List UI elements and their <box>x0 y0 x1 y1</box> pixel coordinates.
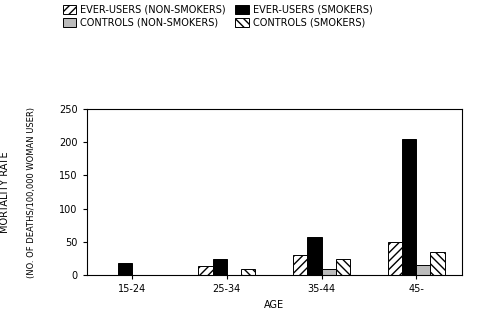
Bar <box>240 268 255 275</box>
Bar <box>335 259 349 275</box>
Bar <box>118 263 132 275</box>
Text: (NO. OF DEATHS/100,000 WOMAN USER): (NO. OF DEATHS/100,000 WOMAN USER) <box>27 107 36 277</box>
Bar <box>401 139 415 275</box>
Bar <box>198 266 212 275</box>
Bar <box>212 259 227 275</box>
Bar <box>321 268 335 275</box>
Bar <box>415 265 430 275</box>
Text: MORTALITY RATE: MORTALITY RATE <box>0 151 10 233</box>
Legend: EVER-USERS (NON-SMOKERS), CONTROLS (NON-SMOKERS), EVER-USERS (SMOKERS), CONTROLS: EVER-USERS (NON-SMOKERS), CONTROLS (NON-… <box>62 5 372 28</box>
Bar <box>430 252 444 275</box>
Bar <box>292 255 307 275</box>
Bar <box>387 242 401 275</box>
Bar <box>307 237 321 275</box>
X-axis label: AGE: AGE <box>264 300 284 310</box>
